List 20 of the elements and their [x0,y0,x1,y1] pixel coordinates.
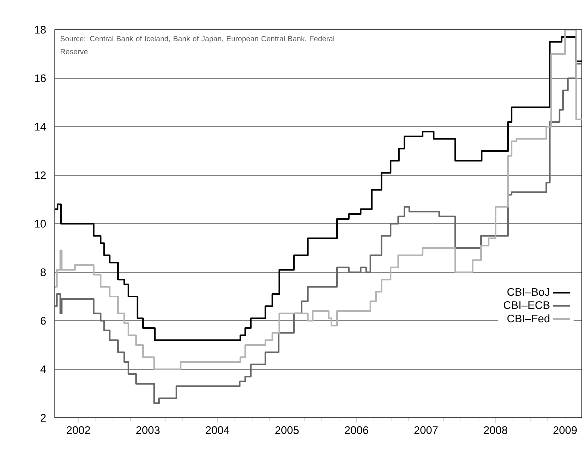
y-tick-label: 12 [35,172,46,180]
y-tick-label: 2 [40,414,46,422]
x-tick-label: 2006 [345,426,368,434]
legend-label: CBI–BoJ [508,288,550,296]
y-tick-label: 14 [35,123,46,131]
legend-label: CBI–ECB [504,301,550,310]
y-tick-label: 10 [35,220,46,228]
y-tick-label: 6 [40,317,46,325]
x-tick-label: 2003 [136,426,160,434]
x-tick-label: 2007 [414,426,438,434]
legend-label: CBI–Fed [508,314,550,323]
x-tick-label: 2004 [206,426,230,434]
x-tick-label: 2002 [66,426,90,434]
x-tick-label: 2008 [484,426,508,434]
x-tick-label: 2009 [554,426,577,434]
x-tick-label: 2005 [276,426,299,434]
y-tick-label: 4 [40,366,46,374]
y-tick-label: 8 [40,268,46,276]
y-tick-label: 18 [35,26,46,34]
y-tick-label: 16 [35,74,46,82]
